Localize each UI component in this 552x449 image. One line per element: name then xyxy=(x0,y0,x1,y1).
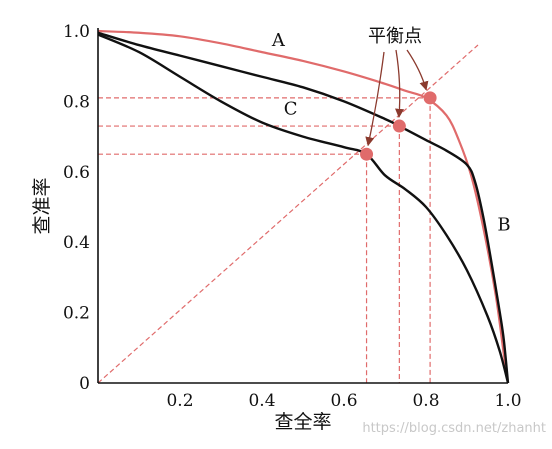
x-tick-label: 1.0 xyxy=(494,391,521,411)
x-tick-label: 0.4 xyxy=(248,391,275,411)
curve-c xyxy=(97,33,510,384)
break-even-reference-line xyxy=(97,44,479,384)
break-even-point-c xyxy=(360,147,374,161)
arrow-to-a xyxy=(406,49,429,91)
watermark: https://blog.csdn.net/zhanht xyxy=(362,421,546,436)
break-even-guide-lines xyxy=(98,97,431,383)
axes xyxy=(97,28,508,384)
arrow-to-b xyxy=(395,49,405,118)
y-axis-label: 查准率 xyxy=(31,177,53,234)
x-axis-label: 查全率 xyxy=(274,411,331,433)
annotation-arrows xyxy=(365,49,429,147)
break-even-points xyxy=(360,91,437,161)
x-tick-label: 0.6 xyxy=(330,391,357,411)
y-tick-label: 0.2 xyxy=(63,304,90,324)
curve-label-a: A xyxy=(271,30,286,51)
x-tick-label: 0.2 xyxy=(166,391,193,411)
y-tick-label: 0.6 xyxy=(63,163,90,183)
x-tick-label: 0.8 xyxy=(412,391,439,411)
curve-label-b: B xyxy=(497,215,510,236)
curve-b xyxy=(97,31,510,384)
curve-a xyxy=(97,29,510,384)
break-even-annotation: 平衡点 xyxy=(368,26,422,47)
curve-labels: A B C xyxy=(271,30,511,236)
y-tick-label: 0.4 xyxy=(63,233,90,253)
arrow-to-c xyxy=(365,51,385,147)
break-even-point-a xyxy=(423,91,437,105)
break-even-point-b xyxy=(392,119,406,133)
y-tick-label: 0 xyxy=(79,374,90,394)
y-tick-label: 1.0 xyxy=(63,22,90,42)
pr-curves xyxy=(97,29,510,384)
curve-label-c: C xyxy=(284,98,298,119)
tick-labels: 0.2 0.4 0.6 0.8 1.0 0 0.2 0.4 0.6 0.8 1.0 xyxy=(63,22,522,411)
y-tick-label: 0.8 xyxy=(63,92,90,112)
